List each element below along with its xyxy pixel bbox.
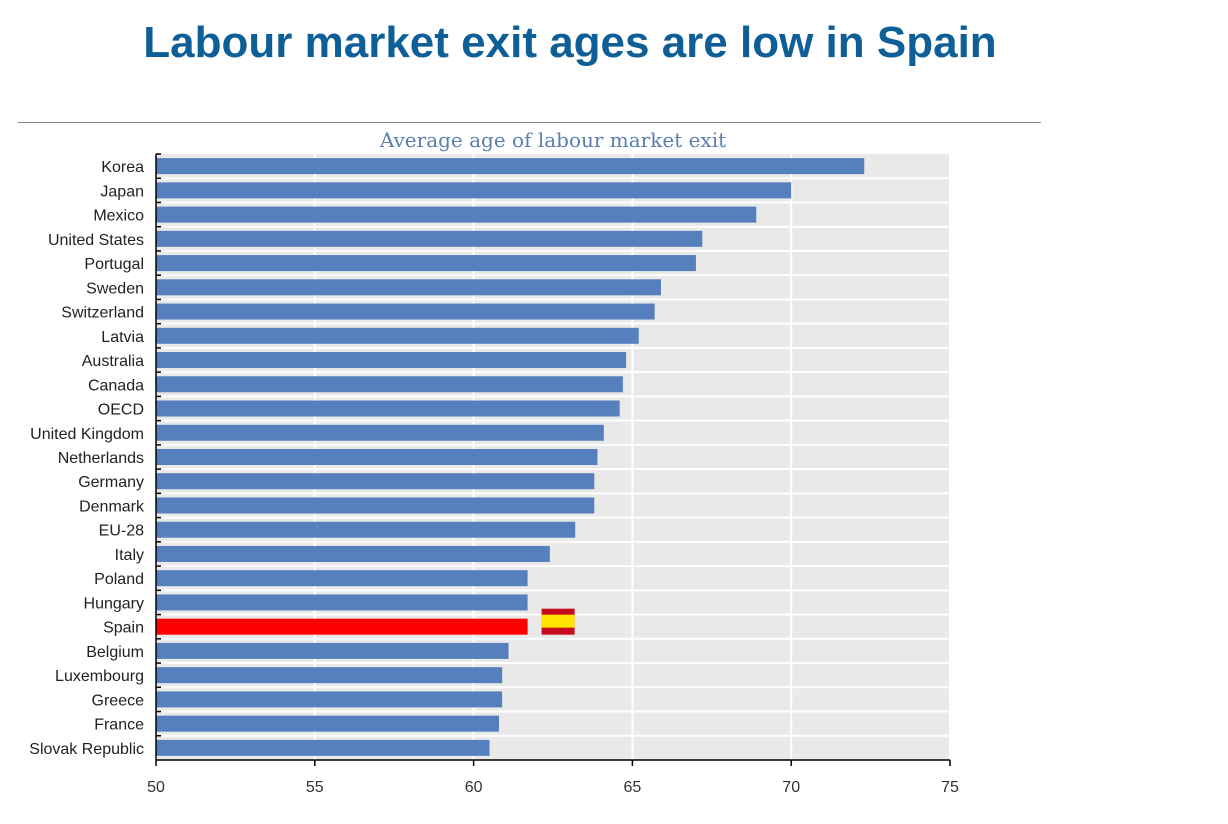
bar-sweden bbox=[156, 279, 661, 296]
spain-flag-stripe bbox=[541, 614, 575, 628]
category-label: Italy bbox=[115, 547, 144, 564]
category-label: Mexico bbox=[93, 208, 144, 225]
category-label: Switzerland bbox=[61, 305, 144, 322]
category-label: EU-28 bbox=[99, 523, 144, 540]
bar-luxembourg bbox=[156, 667, 503, 684]
bar-latvia bbox=[156, 327, 639, 344]
category-label: Denmark bbox=[79, 498, 145, 515]
bar-eu-28 bbox=[156, 521, 576, 538]
category-label: Australia bbox=[82, 353, 144, 370]
category-label: Slovak Republic bbox=[29, 741, 144, 758]
category-label: Germany bbox=[78, 474, 144, 491]
bar-japan bbox=[156, 182, 792, 199]
bar-belgium bbox=[156, 642, 509, 659]
category-label: OECD bbox=[98, 402, 144, 419]
bar-hungary bbox=[156, 594, 528, 611]
bar-spain bbox=[156, 618, 528, 635]
bar-united-kingdom bbox=[156, 424, 604, 441]
category-label: Luxembourg bbox=[55, 668, 144, 685]
category-label: Hungary bbox=[84, 595, 144, 612]
x-tick-label: 75 bbox=[941, 779, 959, 796]
bar-netherlands bbox=[156, 449, 598, 465]
x-tick-label: 65 bbox=[624, 779, 642, 796]
bar-mexico bbox=[156, 206, 757, 223]
bar-oecd bbox=[156, 400, 620, 417]
category-label: Canada bbox=[88, 377, 144, 394]
x-tick-label: 70 bbox=[782, 779, 800, 796]
chart-title: Average age of labour market exit bbox=[379, 128, 727, 152]
bar-united-states bbox=[156, 230, 703, 247]
category-label: Belgium bbox=[86, 644, 144, 661]
category-label: France bbox=[94, 717, 144, 734]
bar-switzerland bbox=[156, 303, 655, 320]
bar-canada bbox=[156, 376, 623, 393]
bar-greece bbox=[156, 691, 503, 708]
bar-denmark bbox=[156, 497, 595, 514]
category-label: Netherlands bbox=[58, 450, 144, 467]
divider bbox=[18, 122, 1041, 123]
category-label: Spain bbox=[103, 620, 144, 637]
bar-france bbox=[156, 715, 500, 732]
category-label: United States bbox=[48, 232, 144, 249]
bar-germany bbox=[156, 473, 595, 490]
bar-italy bbox=[156, 545, 550, 562]
category-label: Sweden bbox=[86, 280, 144, 297]
x-tick-label: 55 bbox=[306, 779, 324, 796]
category-label: Latvia bbox=[101, 329, 144, 346]
category-label: Korea bbox=[101, 159, 144, 176]
category-label: Japan bbox=[100, 183, 144, 200]
bar-korea bbox=[156, 158, 865, 175]
bar-slovak-republic bbox=[156, 739, 490, 756]
category-label: Poland bbox=[94, 571, 144, 588]
page-title: Labour market exit ages are low in Spain bbox=[143, 18, 997, 67]
bar-australia bbox=[156, 352, 627, 369]
category-label: United Kingdom bbox=[30, 426, 144, 443]
x-tick-label: 60 bbox=[465, 779, 483, 796]
category-label: Greece bbox=[92, 692, 145, 709]
bar-poland bbox=[156, 570, 528, 587]
category-label: Portugal bbox=[84, 256, 144, 273]
bar-portugal bbox=[156, 255, 696, 272]
x-tick-label: 50 bbox=[147, 779, 165, 796]
